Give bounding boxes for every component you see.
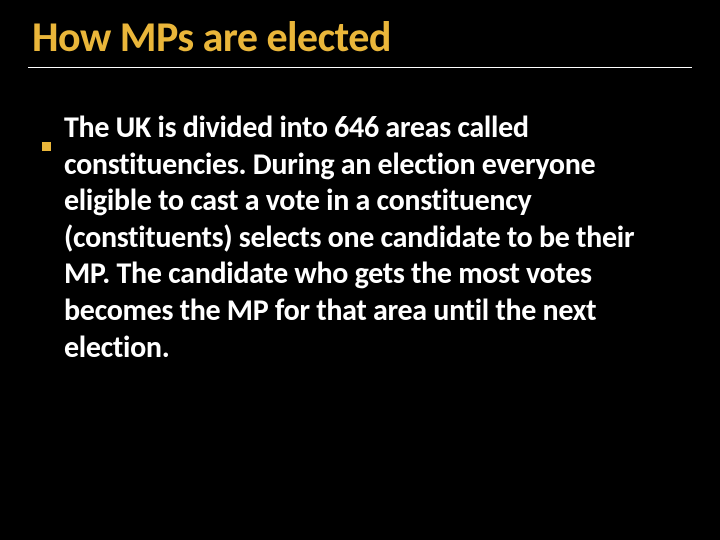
list-item-text: The UK is divided into 646 areas called …	[64, 109, 634, 366]
list-item: The UK is divided into 646 areas called …	[64, 110, 692, 366]
bullet-icon	[42, 124, 51, 133]
slide-title: How MPs are elected	[28, 12, 692, 63]
content-list: The UK is divided into 646 areas called …	[28, 110, 692, 366]
slide-container: How MPs are elected The UK is divided in…	[0, 0, 720, 540]
title-underline	[28, 67, 692, 68]
